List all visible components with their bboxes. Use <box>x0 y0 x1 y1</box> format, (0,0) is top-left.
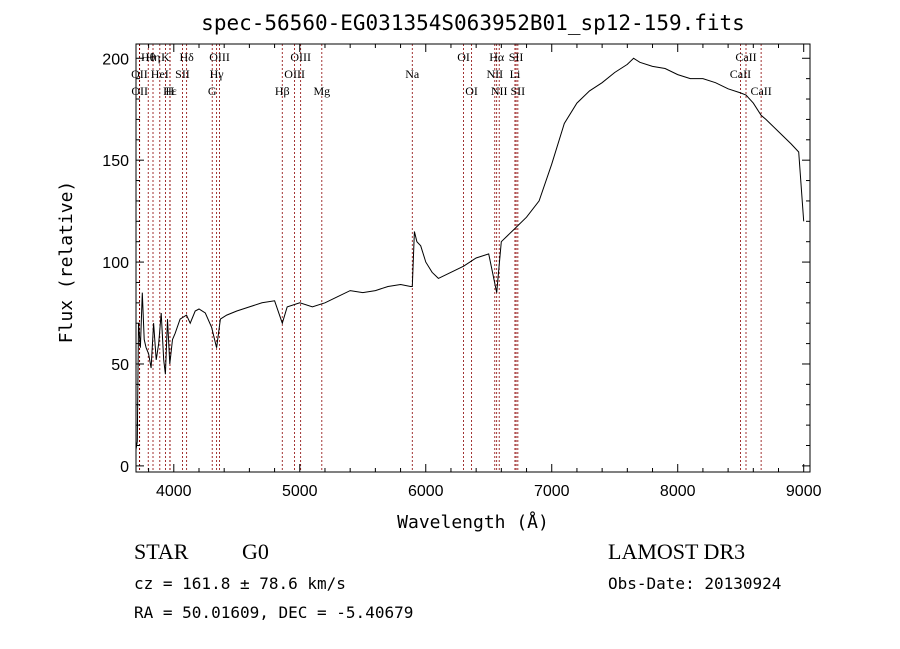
line-label-18: CaII <box>730 67 751 81</box>
line-label-22: G <box>208 84 217 98</box>
star-class: STAR <box>134 539 189 564</box>
coordinates: RA = 50.01609, DEC = -5.40679 <box>134 603 414 622</box>
star-subclass: G0 <box>242 539 269 564</box>
y-tick-label-0: 0 <box>120 459 129 476</box>
survey-name: LAMOST DR3 <box>608 539 746 564</box>
line-label-14: OIII <box>284 67 305 81</box>
y-tick-label-2: 100 <box>102 255 129 272</box>
line-label-9: CaII <box>735 50 756 64</box>
line-label-12: SII <box>175 67 190 81</box>
y-axis-label: Flux (relative) <box>56 181 77 344</box>
line-label-6: OI <box>457 50 470 64</box>
line-label-28: CaII <box>750 84 771 98</box>
x-tick-label-5: 9000 <box>786 483 822 500</box>
line-label-20: Hε <box>163 84 177 98</box>
redshift-cz: cz = 161.8 ± 78.6 km/s <box>134 574 346 593</box>
line-label-16: NII <box>486 67 503 81</box>
line-label-26: NII <box>491 84 508 98</box>
x-tick-label-1: 5000 <box>282 483 318 500</box>
line-label-1: Hη <box>146 50 161 64</box>
line-label-15: Na <box>405 67 420 81</box>
line-label-24: Mg <box>313 84 330 98</box>
line-label-5: OIII <box>290 50 311 64</box>
line-label-23: Hβ <box>275 84 290 98</box>
chart-title: spec-56560-EG031354S063952B01_sp12-159.f… <box>201 11 745 35</box>
line-label-7: Hα <box>489 50 505 64</box>
obs-date: Obs-Date: 20130924 <box>608 574 782 593</box>
line-label-11: HeI <box>151 67 169 81</box>
line-label-4: OIII <box>209 50 230 64</box>
x-tick-label-0: 4000 <box>156 483 192 500</box>
x-tick-label-2: 6000 <box>408 483 444 500</box>
x-axis-label: Wavelength (Å) <box>397 511 549 533</box>
x-tick-label-3: 7000 <box>534 483 570 500</box>
line-markers <box>139 44 762 472</box>
axis-ticks: 4000 5000 6000 7000 8000 9000 0 50 100 150 200 <box>102 44 822 500</box>
line-label-25: OI <box>465 84 478 98</box>
line-label-17: Li <box>510 67 521 81</box>
y-tick-label-3: 150 <box>102 153 129 170</box>
y-tick-label-1: 50 <box>111 357 129 374</box>
line-label-3: Hδ <box>179 50 194 64</box>
y-tick-label-4: 200 <box>102 51 129 68</box>
x-tick-label-4: 8000 <box>660 483 696 500</box>
line-label-19: OII <box>131 84 148 98</box>
plot-frame <box>135 43 811 473</box>
line-label-21: H <box>166 84 175 98</box>
line-label-2: K <box>161 50 170 64</box>
line-label-10: OII <box>131 67 148 81</box>
line-label-27: SII <box>511 84 526 98</box>
line-label-0: Hθ <box>141 50 156 64</box>
spectrum-line <box>135 57 805 450</box>
line-label-8: SII <box>509 50 524 64</box>
line-label-13: Hγ <box>210 67 225 81</box>
